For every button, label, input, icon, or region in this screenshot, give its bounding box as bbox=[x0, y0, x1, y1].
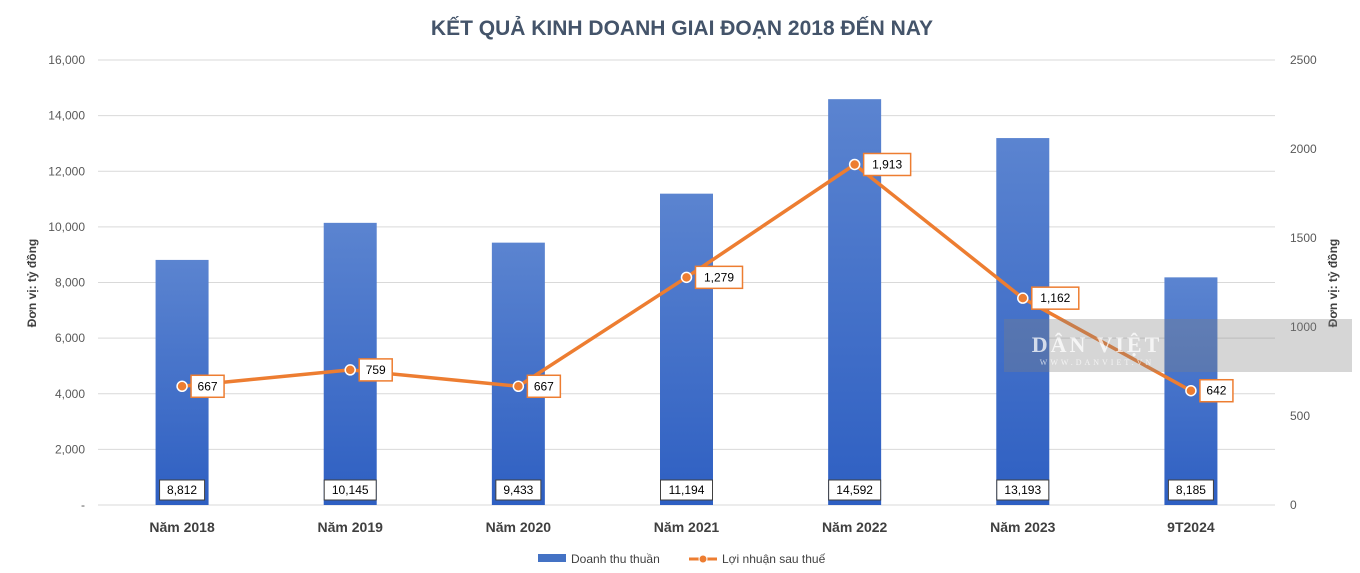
revenue-bar bbox=[996, 138, 1050, 505]
category-label: 9T2024 bbox=[1167, 519, 1215, 535]
revenue-data-label: 9,433 bbox=[503, 483, 533, 497]
profit-point bbox=[512, 380, 525, 393]
line-data-labels: 667 759 667 1,279 1,913 1,162 642 bbox=[190, 152, 1234, 403]
revenue-label-box bbox=[660, 479, 713, 501]
right-tick-label: 2000 bbox=[1290, 142, 1317, 156]
revenue-label-box bbox=[996, 479, 1050, 501]
category-labels: Năm 2018 Năm 2019 Năm 2020 Năm 2021 Năm 2022… bbox=[149, 519, 1215, 535]
legend-label-profit: Lợi nhuận sau thuế bbox=[722, 552, 826, 566]
right-tick-label: 1000 bbox=[1290, 320, 1317, 334]
left-tick-label: 6,000 bbox=[55, 331, 85, 345]
left-tick-label: - bbox=[81, 498, 85, 512]
left-tick-label: 8,000 bbox=[55, 276, 85, 290]
chart-title: KẾT QUẢ KINH DOANH GIAI ĐOẠN 2018 ĐẾN NA… bbox=[431, 17, 933, 40]
revenue-data-label: 8,812 bbox=[167, 483, 197, 497]
profit-data-label: 667 bbox=[198, 379, 218, 393]
revenue-data-label: 11,194 bbox=[669, 483, 705, 497]
profit-point bbox=[344, 364, 356, 376]
revenue-data-label: 10,145 bbox=[332, 483, 369, 497]
watermark: DÂN VIỆT WWW.DANVIET.VN bbox=[1004, 319, 1352, 372]
watermark-band bbox=[1004, 319, 1352, 372]
legend-label-revenue: Doanh thu thuần bbox=[571, 552, 660, 566]
right-axis-ticks: 0 500 1000 1500 2000 2500 bbox=[1290, 53, 1317, 512]
revenue-label-box bbox=[159, 479, 206, 501]
profit-data-label: 642 bbox=[1206, 384, 1226, 398]
left-axis-label: Đơn vị: tỷ đồng bbox=[25, 239, 39, 328]
profit-label-box bbox=[1031, 286, 1080, 310]
profit-data-label: 759 bbox=[366, 363, 386, 377]
right-tick-label: 0 bbox=[1290, 498, 1297, 512]
profit-label-box bbox=[526, 374, 562, 399]
profit-point bbox=[848, 158, 861, 171]
left-tick-label: 4,000 bbox=[55, 387, 85, 401]
category-label: Năm 2021 bbox=[654, 519, 720, 535]
revenue-data-label: 14,592 bbox=[836, 483, 873, 497]
right-axis-label: Đơn vị: tỷ đồng bbox=[1326, 239, 1340, 328]
bar-data-labels: 8,812 10,145 9,433 11,194 14,592 13,193 8,185 bbox=[159, 479, 1214, 501]
right-tick-label: 500 bbox=[1290, 409, 1310, 423]
left-tick-label: 16,000 bbox=[48, 53, 85, 67]
revenue-bar bbox=[660, 193, 713, 505]
category-label: Năm 2020 bbox=[486, 519, 552, 535]
profit-data-label: 1,279 bbox=[704, 270, 734, 284]
revenue-label-box bbox=[828, 479, 882, 501]
right-tick-label: 1500 bbox=[1290, 231, 1317, 245]
profit-point bbox=[680, 271, 693, 284]
category-label: Năm 2018 bbox=[149, 519, 215, 535]
profit-data-label: 1,162 bbox=[1040, 291, 1070, 305]
left-tick-label: 10,000 bbox=[48, 220, 85, 234]
legend-swatch-revenue bbox=[538, 554, 566, 562]
right-tick-label: 2500 bbox=[1290, 53, 1317, 67]
profit-label-box bbox=[1199, 378, 1234, 403]
revenue-label-box bbox=[323, 479, 377, 501]
watermark-brand: DÂN VIỆT bbox=[1032, 332, 1163, 357]
profit-label-box bbox=[694, 265, 744, 290]
legend: Doanh thu thuần Lợi nhuận sau thuế bbox=[538, 552, 826, 566]
profit-label-box bbox=[358, 358, 393, 382]
profit-point bbox=[1185, 384, 1197, 397]
profit-label-box bbox=[190, 374, 225, 399]
profit-point bbox=[1017, 292, 1029, 304]
profit-label-box bbox=[862, 152, 912, 177]
watermark-site: WWW.DANVIET.VN bbox=[1040, 358, 1154, 367]
line-series bbox=[176, 158, 1197, 397]
revenue-data-label: 8,185 bbox=[1176, 483, 1206, 497]
revenue-data-label: 13,193 bbox=[1004, 483, 1041, 497]
category-label: Năm 2019 bbox=[318, 519, 384, 535]
revenue-label-box bbox=[495, 479, 542, 501]
legend-marker-profit bbox=[698, 554, 708, 564]
bar-series bbox=[155, 99, 1218, 505]
category-label: Năm 2022 bbox=[822, 519, 888, 535]
category-label: Năm 2023 bbox=[990, 519, 1056, 535]
left-axis-ticks: - 2,000 4,000 6,000 8,000 10,000 12,000 14,000 1… bbox=[48, 53, 85, 512]
left-tick-label: 12,000 bbox=[48, 164, 85, 178]
profit-data-label: 1,913 bbox=[872, 157, 902, 171]
profit-data-label: 667 bbox=[534, 379, 554, 393]
profit-point bbox=[176, 380, 188, 393]
revenue-label-box bbox=[1167, 479, 1214, 501]
left-tick-label: 14,000 bbox=[48, 109, 85, 123]
left-tick-label: 2,000 bbox=[55, 442, 85, 456]
